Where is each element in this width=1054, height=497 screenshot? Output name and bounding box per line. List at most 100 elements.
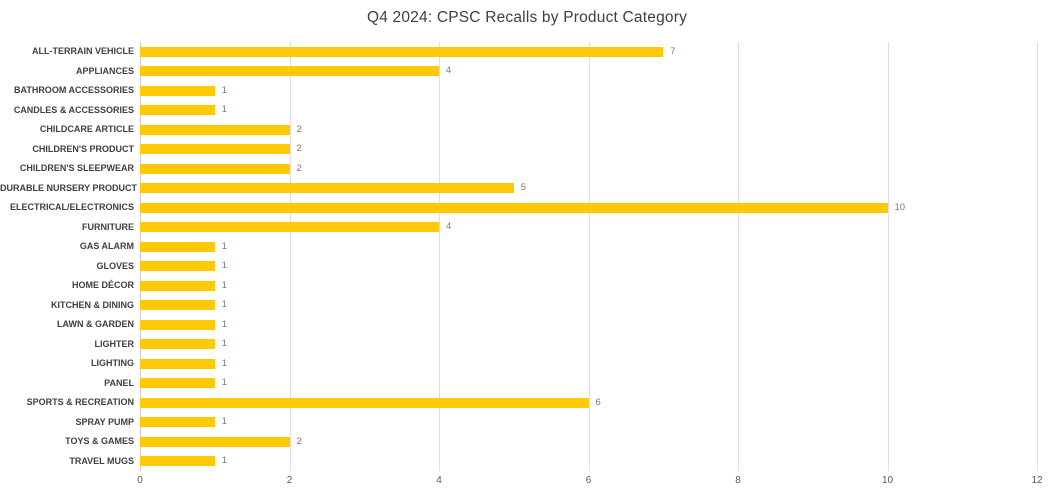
gridline	[289, 42, 291, 471]
category-label: DURABLE NURSERY PRODUCT	[0, 182, 138, 193]
value-label: 1	[221, 357, 228, 369]
bar-row: 1	[140, 257, 1037, 277]
axis-line	[140, 42, 141, 471]
bar-row: 1	[140, 296, 1037, 316]
category-label: LAWN & GARDEN	[57, 319, 134, 329]
bar-row: 1	[140, 276, 1037, 296]
bar	[140, 241, 215, 252]
category-label: LIGHTER	[94, 338, 135, 349]
bar-row: 6	[140, 393, 1037, 413]
bar	[140, 163, 290, 174]
bar-row: 1	[140, 335, 1037, 355]
value-label: 7	[670, 45, 676, 57]
value-label: 1	[221, 84, 228, 96]
category-label: BATHROOM ACCESSORIES	[13, 85, 134, 95]
gridline	[887, 42, 889, 471]
bar-row: 1	[140, 452, 1037, 472]
bar-row: 7	[140, 42, 1037, 62]
value-label: 1	[221, 299, 228, 311]
bar-row: 4	[140, 62, 1037, 82]
bar	[140, 124, 290, 135]
category-label: CANDLES & ACCESSORIES	[13, 104, 134, 115]
category-label: KITCHEN & DINING	[51, 299, 134, 310]
bar-row: 2	[140, 120, 1037, 140]
value-label: 1	[221, 455, 228, 467]
category-label: CHILDCARE ARTICLE	[39, 124, 134, 134]
x-tick-label: 6	[585, 475, 592, 486]
bar-row: 1	[140, 315, 1037, 335]
x-tick-label: 10	[881, 475, 894, 486]
bar	[140, 85, 215, 96]
category-label: SPORTS & RECREATION	[26, 397, 134, 407]
bar-row: 4	[140, 218, 1037, 238]
bar-row: 2	[140, 159, 1037, 179]
bar	[140, 202, 888, 213]
bar-row: 5	[140, 179, 1037, 199]
bar	[140, 222, 439, 233]
category-label: HOME DÉCOR	[71, 280, 134, 290]
category-label: TRAVEL MUGS	[69, 455, 134, 466]
value-label: 2	[296, 123, 302, 135]
value-label: 4	[446, 221, 452, 233]
value-label: 1	[221, 279, 228, 291]
category-label: SPRAY PUMP	[75, 416, 134, 427]
bar	[140, 300, 215, 311]
x-tick-label: 8	[735, 475, 741, 486]
value-label: 5	[520, 182, 527, 194]
category-label: GAS ALARM	[79, 241, 134, 251]
category-axis: ALL-TERRAIN VEHICLE APPLIANCES BATHROOM AC…	[0, 42, 138, 471]
gridline	[439, 42, 440, 471]
value-label: 10	[894, 201, 906, 213]
category-label: TOYS & GAMES	[65, 436, 134, 446]
bar-row: 1	[140, 413, 1037, 433]
bar	[140, 66, 439, 77]
x-tick-label: 4	[436, 475, 442, 486]
category-label: LIGHTING	[91, 358, 134, 368]
bar-row: 1	[140, 374, 1037, 394]
bar-row: 2	[140, 432, 1037, 452]
value-label: 1	[221, 338, 228, 350]
bar	[140, 261, 215, 272]
bar	[140, 280, 215, 291]
value-label: 1	[221, 260, 228, 272]
value-label: 2	[296, 143, 302, 155]
x-tick-label: 12	[1031, 475, 1043, 486]
category-label: CHILDREN'S SLEEPWEAR	[19, 163, 134, 173]
bar	[140, 319, 215, 330]
bar	[140, 417, 215, 428]
category-label: ALL-TERRAIN VEHICLE	[32, 46, 134, 56]
value-label: 1	[221, 240, 228, 252]
bar	[140, 456, 215, 467]
bar	[140, 144, 290, 155]
bar-row: 1	[140, 101, 1037, 121]
chart-title: Q4 2024: CPSC Recalls by Product Categor…	[366, 9, 688, 26]
gridline	[1037, 42, 1038, 471]
value-label: 2	[296, 435, 302, 447]
bar-row: 10	[140, 198, 1037, 218]
gridline	[738, 42, 739, 471]
bar-row: 1	[140, 81, 1037, 101]
bar	[140, 358, 215, 369]
value-label: 1	[221, 416, 228, 428]
x-tick-label: 2	[286, 475, 293, 486]
category-label: GLOVES	[96, 260, 134, 271]
category-label: PANEL	[104, 377, 134, 388]
value-label: 1	[221, 104, 228, 116]
plot-area: 7 4 1 1 2 2 2 5 10 4 1 1 1 1 1 1 1 1 6 1 2 1	[140, 42, 1038, 472]
gridline	[588, 42, 590, 471]
bar-row: 1	[140, 354, 1037, 374]
category-label: APPLIANCES	[75, 65, 134, 76]
value-label: 6	[595, 396, 601, 408]
bar-row: 2	[140, 140, 1037, 160]
bar	[140, 46, 664, 57]
value-label: 1	[221, 318, 228, 330]
bar	[140, 397, 589, 408]
value-axis: 0 2 4 6 8 10 12	[137, 475, 1042, 491]
bar	[140, 105, 215, 116]
bar	[140, 183, 514, 194]
x-tick-label: 0	[137, 475, 143, 486]
category-label: ELECTRICAL/ELECTRONICS	[9, 202, 134, 212]
bar	[140, 378, 215, 389]
bar	[140, 339, 215, 350]
